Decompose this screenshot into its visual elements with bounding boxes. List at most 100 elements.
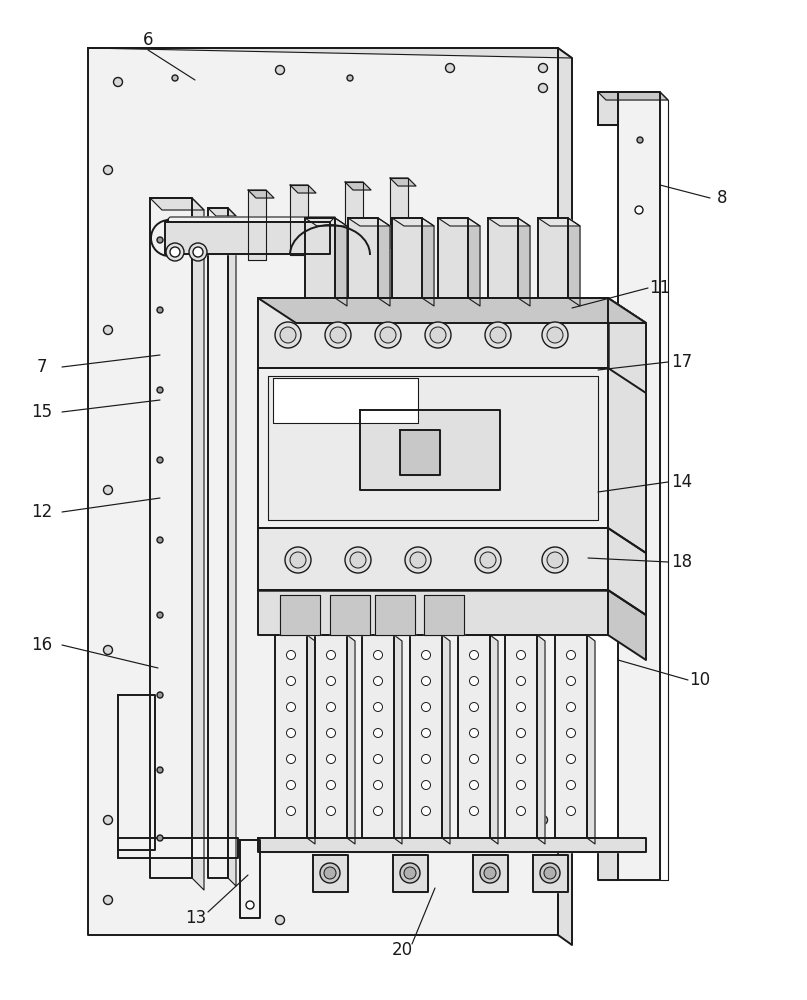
Polygon shape [608,298,646,615]
Circle shape [327,702,336,712]
Circle shape [470,650,479,660]
Circle shape [170,247,180,257]
Circle shape [410,552,426,568]
Polygon shape [258,298,646,323]
Circle shape [103,646,112,654]
Polygon shape [400,430,440,475]
Polygon shape [208,208,228,878]
Circle shape [103,896,112,904]
Polygon shape [438,218,468,298]
Polygon shape [598,92,668,100]
Circle shape [400,863,420,883]
Polygon shape [305,218,335,298]
Polygon shape [348,218,390,226]
Polygon shape [150,198,192,878]
Polygon shape [347,635,355,844]
Polygon shape [468,218,480,306]
Polygon shape [258,298,608,368]
Text: 14: 14 [671,473,692,491]
Circle shape [374,676,383,686]
Circle shape [445,64,454,73]
Polygon shape [315,635,347,838]
Circle shape [275,916,285,924]
Polygon shape [335,218,347,306]
Polygon shape [473,855,508,892]
Circle shape [330,327,346,343]
Polygon shape [345,182,371,190]
Polygon shape [558,48,572,945]
Circle shape [516,676,525,686]
Circle shape [374,650,383,660]
Polygon shape [410,635,442,838]
Circle shape [103,816,112,824]
Circle shape [635,206,643,214]
Polygon shape [258,298,646,323]
Circle shape [290,552,306,568]
Polygon shape [598,845,618,880]
Polygon shape [208,208,236,216]
Circle shape [405,547,431,573]
Polygon shape [240,840,260,918]
Circle shape [567,676,575,686]
Polygon shape [505,635,537,838]
Circle shape [320,863,340,883]
Polygon shape [518,218,530,306]
Polygon shape [424,595,464,635]
Text: 17: 17 [671,353,692,371]
Circle shape [485,322,511,348]
Circle shape [547,552,563,568]
Polygon shape [608,590,646,660]
Circle shape [157,612,163,618]
Polygon shape [488,218,530,226]
Polygon shape [348,218,378,298]
Circle shape [350,552,366,568]
Circle shape [421,754,430,764]
Circle shape [374,702,383,712]
Polygon shape [598,92,618,125]
Polygon shape [537,635,545,844]
Circle shape [327,676,336,686]
Circle shape [516,780,525,790]
Circle shape [327,754,336,764]
Circle shape [280,327,296,343]
Circle shape [480,863,500,883]
Circle shape [157,692,163,698]
Polygon shape [490,635,498,844]
Polygon shape [305,218,347,226]
Circle shape [421,676,430,686]
Polygon shape [442,635,450,844]
Circle shape [103,165,112,174]
Circle shape [567,702,575,712]
Circle shape [347,75,353,81]
Circle shape [470,806,479,816]
Polygon shape [290,185,316,193]
Circle shape [103,486,112,494]
Circle shape [286,780,295,790]
Polygon shape [192,198,204,890]
Circle shape [470,780,479,790]
Polygon shape [392,218,422,298]
Circle shape [327,806,336,816]
Circle shape [157,537,163,543]
Polygon shape [393,855,428,892]
Polygon shape [422,218,434,306]
Text: 6: 6 [143,31,153,49]
Text: 15: 15 [31,403,52,421]
Polygon shape [165,222,330,254]
Polygon shape [165,217,335,222]
Circle shape [538,64,547,73]
Circle shape [327,780,336,790]
Circle shape [285,547,311,573]
Circle shape [286,676,295,686]
Polygon shape [608,368,646,553]
Circle shape [516,650,525,660]
Circle shape [157,307,163,313]
Text: 10: 10 [689,671,710,689]
Circle shape [374,780,383,790]
Circle shape [567,754,575,764]
Polygon shape [258,590,608,635]
Circle shape [189,243,207,261]
Circle shape [635,486,643,494]
Circle shape [470,676,479,686]
Circle shape [157,835,163,841]
